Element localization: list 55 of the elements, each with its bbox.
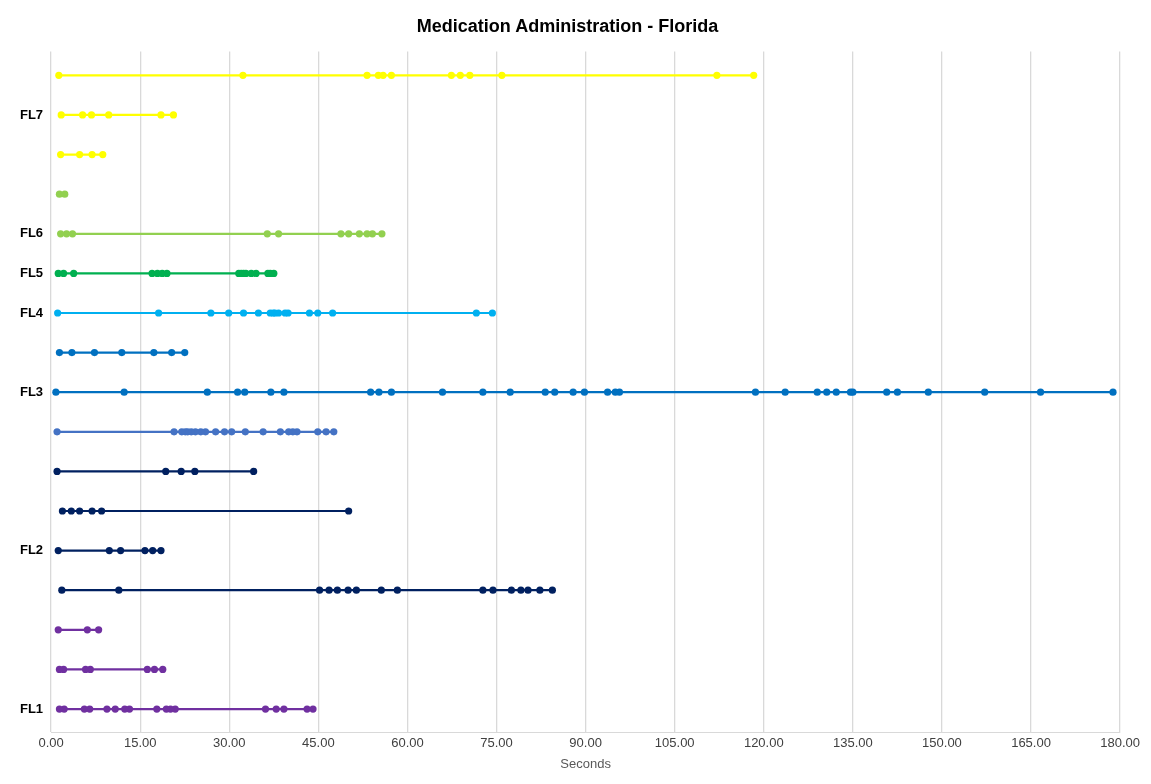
x-tick-label: 180.00: [1100, 735, 1140, 751]
x-tick-label: 75.00: [480, 735, 513, 751]
point: [177, 467, 185, 476]
point: [141, 547, 149, 555]
x-tick-label: 135.00: [832, 735, 873, 751]
point: [117, 547, 125, 555]
point: [157, 547, 165, 555]
point: [58, 507, 66, 515]
point: [823, 388, 831, 396]
x-tick-label: 120.00: [743, 735, 784, 751]
point: [1109, 388, 1117, 396]
point: [981, 388, 989, 396]
point: [250, 467, 258, 476]
point: [58, 586, 66, 594]
point: [832, 388, 840, 396]
point: [893, 388, 902, 396]
point: [162, 467, 170, 476]
x-tick-label: 0.00: [38, 735, 64, 751]
y-tick-label: FL7: [19, 106, 44, 122]
x-tick-label: 105.00: [654, 735, 695, 751]
x-tick-label: 45.00: [302, 735, 335, 751]
x-tick-label: 165.00: [1011, 735, 1051, 751]
x-axis-title: Seconds: [560, 755, 612, 771]
x-tick-label: 150.00: [922, 735, 962, 751]
point: [345, 507, 353, 515]
point: [333, 586, 341, 594]
point: [325, 586, 333, 594]
x-tick-label: 30.00: [213, 735, 246, 751]
x-tick-label: 90.00: [569, 735, 602, 751]
x-tick-label: 60.00: [391, 735, 424, 751]
y-tick-label: FL4: [19, 304, 44, 320]
point: [149, 547, 157, 555]
point: [76, 507, 84, 515]
point: [781, 388, 789, 396]
point: [115, 586, 123, 594]
y-tick-label: FL1: [19, 700, 44, 716]
point: [1036, 388, 1045, 396]
point: [315, 586, 324, 594]
point: [813, 388, 821, 396]
y-tick-label: FL5: [19, 264, 44, 280]
y-tick-label: FL2: [19, 542, 44, 558]
point: [883, 388, 891, 396]
chart-title: Medication Administration - Florida: [416, 15, 720, 36]
point: [105, 547, 113, 555]
point: [191, 467, 199, 476]
point: [924, 388, 932, 396]
y-tick-label: FL6: [19, 225, 44, 241]
point: [67, 507, 75, 515]
point: [97, 507, 106, 515]
point: [53, 467, 61, 476]
point: [344, 586, 352, 594]
y-tick-label: FL3: [19, 383, 44, 399]
point: [88, 507, 96, 515]
x-tick-label: 15.00: [123, 735, 157, 751]
point: [54, 547, 62, 555]
